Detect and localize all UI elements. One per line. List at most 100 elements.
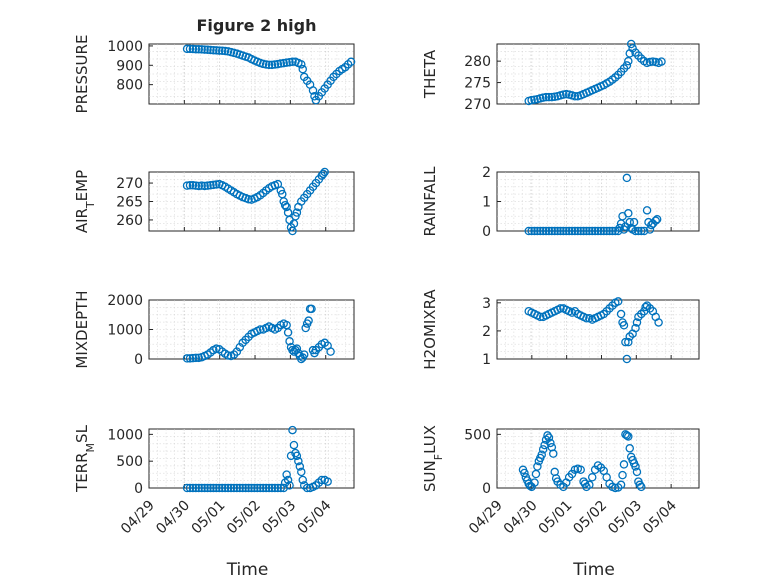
data-point [530, 478, 539, 487]
data-point [562, 226, 571, 236]
data-point [567, 469, 577, 479]
data-point [182, 354, 192, 363]
data-point [286, 451, 296, 461]
data-point [289, 440, 299, 450]
data-point [304, 316, 313, 325]
data-point [191, 181, 201, 190]
data-point [621, 337, 630, 347]
data-point [599, 226, 609, 236]
data-point [276, 186, 286, 195]
x-tick-label: 04/30 [153, 498, 193, 538]
data-point [194, 44, 204, 54]
data-point [647, 220, 656, 230]
data-point [206, 483, 215, 493]
subplot-0: 800 900 1000 PRESSURE Figure 2 high [73, 16, 356, 114]
data-point [631, 226, 640, 236]
x-tick-label: 05/03 [605, 498, 645, 538]
data-point [520, 468, 529, 478]
data-point [621, 222, 630, 231]
y-axis-label: PRESSURE [73, 35, 91, 114]
data-point [624, 432, 633, 441]
data-point [285, 337, 294, 346]
data-point [615, 223, 624, 233]
data-point [326, 347, 335, 356]
data-point [212, 483, 221, 493]
data-point [209, 45, 218, 55]
data-series [524, 173, 662, 236]
data-point [256, 483, 265, 493]
data-point [229, 483, 239, 493]
data-point [642, 206, 652, 215]
data-point [282, 58, 291, 67]
data-point [599, 309, 609, 319]
data-point [188, 44, 198, 54]
data-point [648, 57, 658, 66]
data-point [241, 483, 250, 493]
data-point [226, 483, 236, 493]
data-point [235, 483, 245, 493]
data-point [318, 169, 328, 179]
data-point [203, 181, 212, 190]
y-tick-label: 2000 [107, 293, 143, 309]
data-point [298, 64, 307, 74]
data-point [624, 337, 633, 347]
y-axis-label: RAINFALL [421, 166, 439, 237]
data-point [253, 483, 262, 493]
y-tick-label: 270 [116, 176, 143, 192]
data-point [185, 181, 195, 190]
data-point [544, 433, 554, 442]
data-point [622, 354, 632, 364]
data-point [261, 483, 271, 493]
data-point [624, 56, 633, 66]
data-point [302, 483, 312, 493]
data-point [564, 226, 574, 236]
data-point [185, 44, 195, 54]
data-point [276, 483, 286, 493]
x-axis-label: Time [572, 560, 615, 580]
data-point [625, 217, 634, 227]
data-point [244, 483, 253, 493]
data-point [631, 462, 640, 471]
data-point [546, 438, 555, 448]
data-point [323, 477, 332, 486]
y-tick-label: 1000 [107, 427, 143, 443]
y-tick-label: 1 [482, 352, 491, 368]
data-point [576, 226, 585, 236]
data-point [559, 482, 568, 492]
data-point [559, 226, 568, 236]
x-tick-label: 05/01 [536, 498, 576, 538]
data-point [579, 226, 588, 236]
data-point [608, 301, 617, 310]
data-point [637, 226, 646, 236]
data-point [605, 304, 614, 313]
data-point [527, 482, 536, 492]
data-point [261, 60, 271, 69]
data-point [247, 483, 256, 493]
data-point [524, 226, 533, 236]
x-tick-label: 05/03 [259, 498, 299, 538]
data-point [297, 60, 306, 69]
data-point [624, 209, 633, 218]
data-point [217, 46, 227, 56]
data-point [618, 470, 627, 480]
data-point [307, 304, 316, 314]
grid [497, 300, 699, 359]
data-point [573, 226, 583, 236]
data-point [188, 353, 198, 363]
data-point [291, 211, 300, 221]
y-tick-label: 2 [482, 324, 491, 340]
data-point [292, 451, 302, 461]
data-point [605, 226, 614, 236]
data-point [608, 226, 617, 236]
data-point [547, 92, 557, 102]
data-point [625, 332, 634, 341]
data-point [288, 425, 297, 435]
data-point [642, 301, 652, 310]
data-point [602, 306, 611, 316]
data-point [585, 226, 594, 236]
data-point [197, 483, 206, 493]
data-point [637, 309, 646, 319]
data-point [244, 195, 253, 204]
data-point [639, 226, 649, 236]
